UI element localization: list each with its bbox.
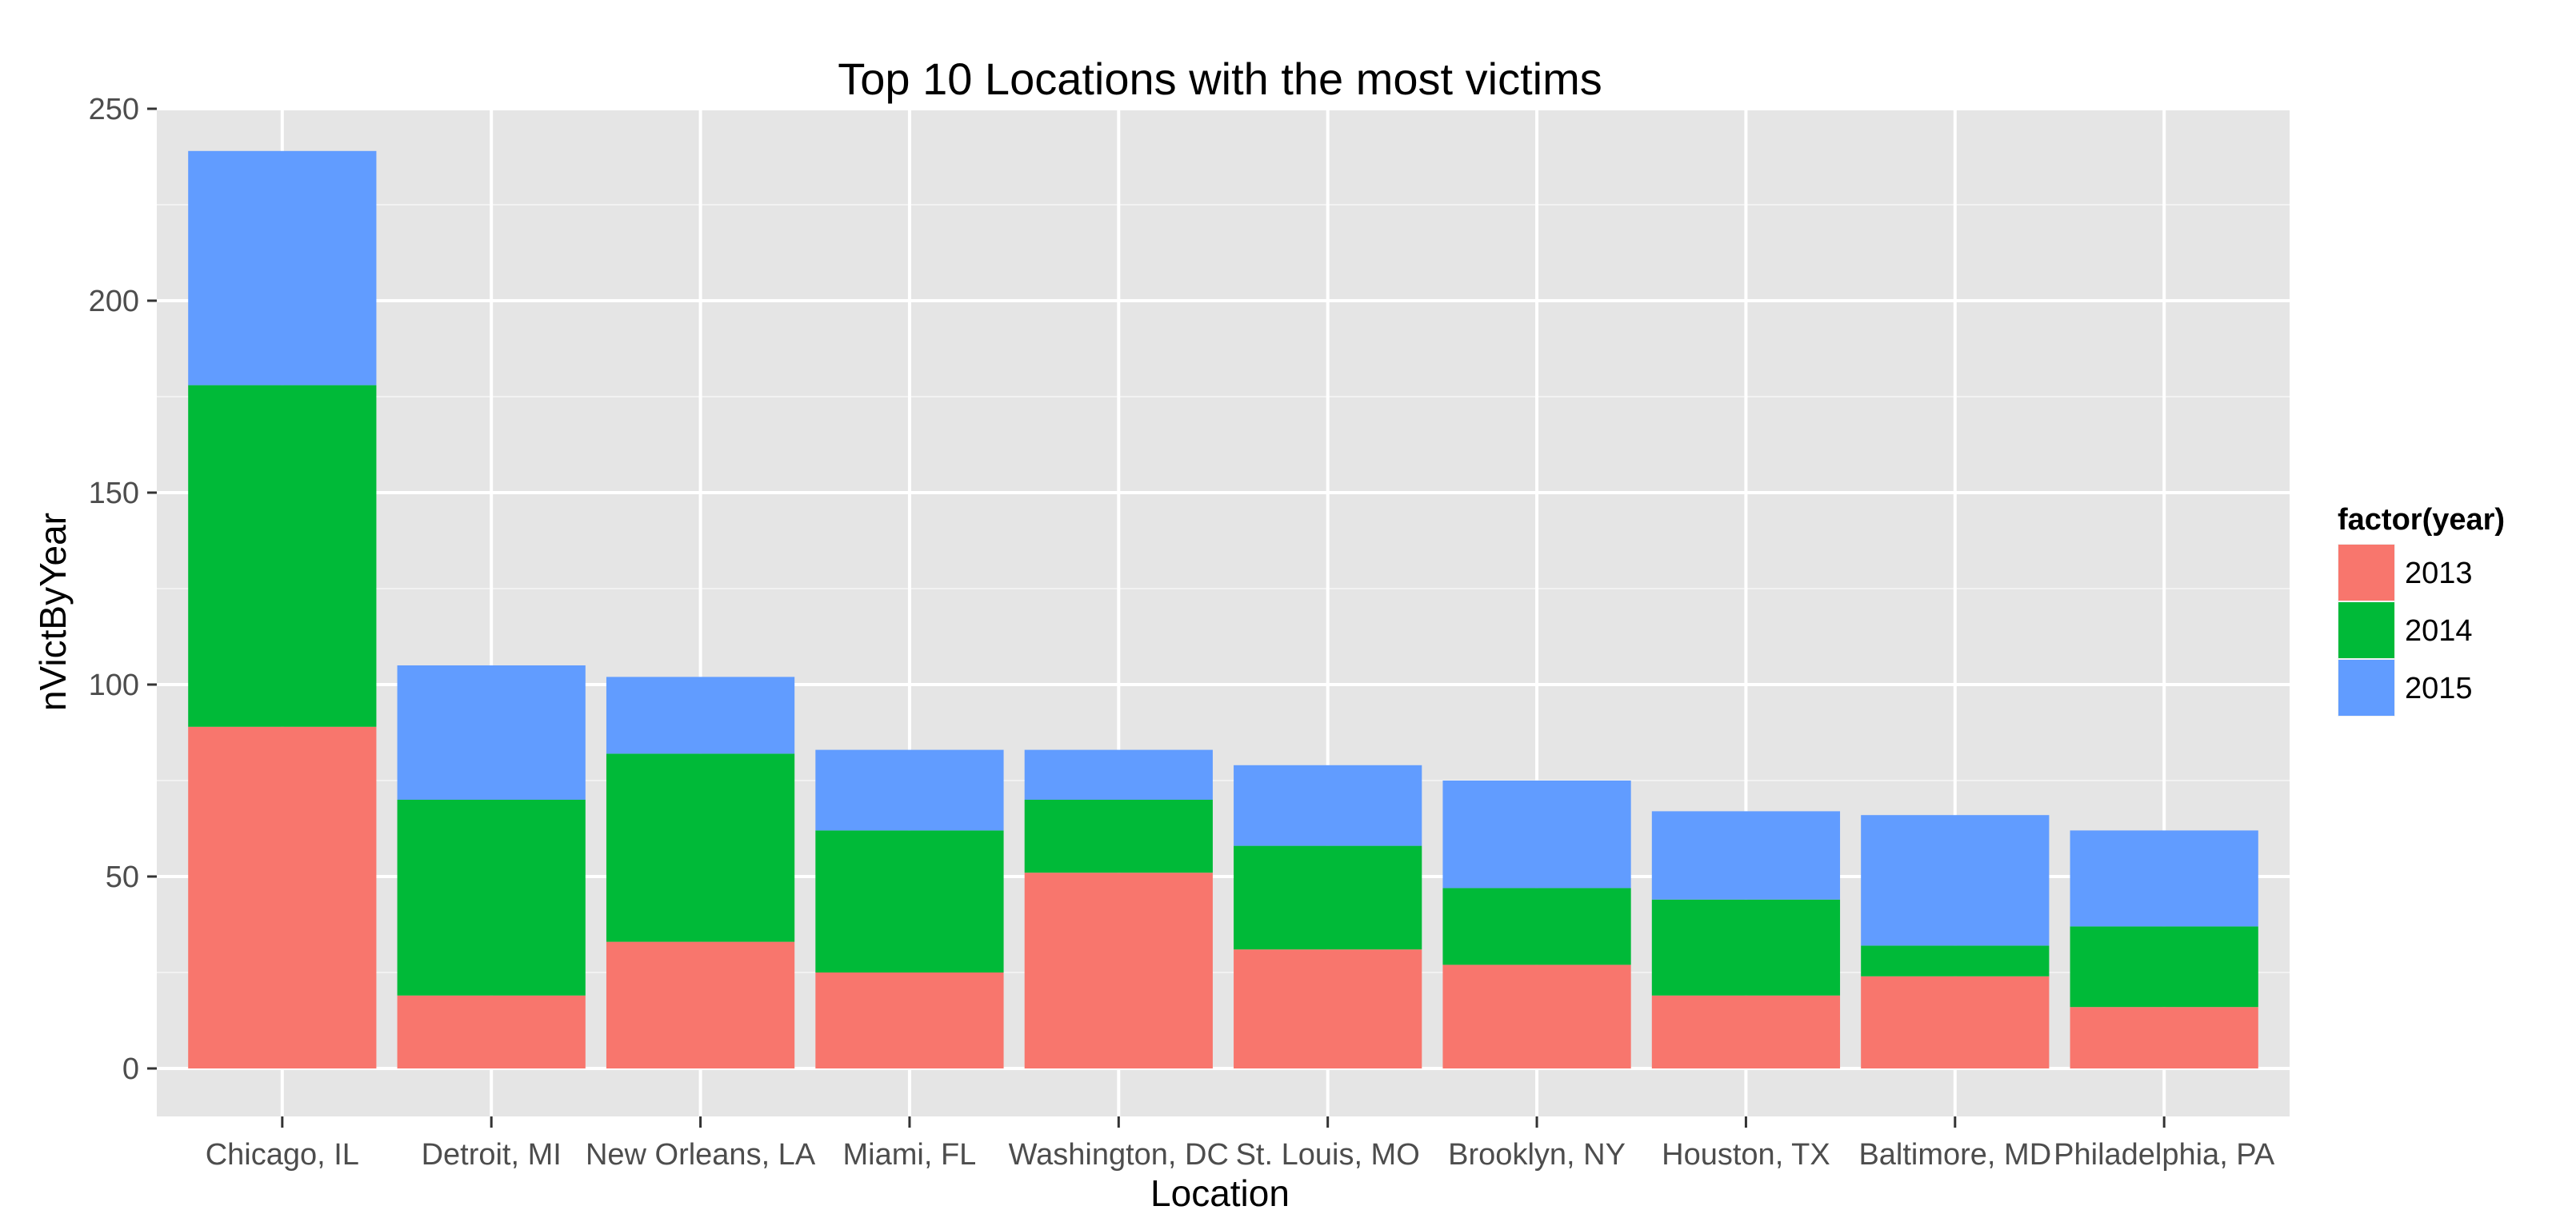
bar-2014-philadelphia-pa xyxy=(2070,926,2258,1008)
bar-2015-baltimore-md xyxy=(1861,815,2050,946)
y-tick-label: 50 xyxy=(106,861,139,894)
bar-2014-houston-tx xyxy=(1651,899,1841,996)
legend-title: factor(year) xyxy=(2338,503,2505,537)
bar-2013-st-louis-mo xyxy=(1234,949,1422,1068)
bar-2013-houston-tx xyxy=(1651,995,1841,1068)
bars xyxy=(188,150,2258,1068)
bar-2014-baltimore-md xyxy=(1861,945,2050,976)
x-tick-label: Chicago, IL xyxy=(206,1138,359,1172)
bar-2014-brooklyn-ny xyxy=(1442,888,1631,965)
bar-2013-brooklyn-ny xyxy=(1442,964,1631,1068)
bar-2015-houston-tx xyxy=(1651,811,1841,900)
legend: factor(year) 2013 2014 2015 xyxy=(2338,503,2505,717)
bar-2013-miami-fl xyxy=(815,972,1004,1068)
bar-2015-detroit-mi xyxy=(397,665,586,800)
bar-2013-new-orleans-la xyxy=(606,941,795,1068)
bar-2015-st-louis-mo xyxy=(1234,765,1422,846)
bar-2015-new-orleans-la xyxy=(606,677,795,754)
bar-2015-washington-dc xyxy=(1024,749,1213,800)
legend-swatch-2015 xyxy=(2338,660,2394,716)
legend-label-2014: 2014 xyxy=(2405,614,2473,648)
chart-title: Top 10 Locations with the most victims xyxy=(838,54,1602,104)
bar-2013-washington-dc xyxy=(1024,873,1213,1068)
bar-2013-chicago-il xyxy=(188,726,377,1068)
legend-label-2013: 2013 xyxy=(2405,557,2473,590)
bar-2013-baltimore-md xyxy=(1861,976,2050,1068)
bar-2015-chicago-il xyxy=(188,150,377,385)
bar-2015-philadelphia-pa xyxy=(2070,830,2258,927)
y-tick-label: 150 xyxy=(89,477,139,510)
y-tick-label: 250 xyxy=(89,93,139,126)
legend-swatch-2013 xyxy=(2338,545,2394,601)
x-tick-label: New Orleans, LA xyxy=(586,1138,816,1172)
y-tick-label: 100 xyxy=(89,669,139,702)
y-tick-label: 0 xyxy=(122,1052,139,1086)
x-tick-label: Philadelphia, PA xyxy=(2054,1138,2275,1172)
legend-label-2015: 2015 xyxy=(2405,672,2473,705)
y-axis-label: nVictByYear xyxy=(32,513,74,711)
y-tick-label: 200 xyxy=(89,285,139,318)
x-tick-label: Detroit, MI xyxy=(422,1138,562,1172)
x-axis-label: Location xyxy=(1150,1172,1290,1214)
bar-2015-brooklyn-ny xyxy=(1442,781,1631,889)
x-tick-label: Washington, DC xyxy=(1009,1138,1229,1172)
x-tick-label: Miami, FL xyxy=(843,1138,977,1172)
x-tick-label: Houston, TX xyxy=(1662,1138,1830,1172)
axes: 0 50 100 150 200 250 Chicago, IL Detroit, MI New… xyxy=(89,93,2275,1172)
bar-2013-detroit-mi xyxy=(397,995,586,1068)
bar-2014-chicago-il xyxy=(188,385,377,727)
bar-2014-miami-fl xyxy=(815,830,1004,972)
x-tick-label: Baltimore, MD xyxy=(1858,1138,2051,1172)
bar-2013-philadelphia-pa xyxy=(2070,1007,2258,1068)
x-tick-label: Brooklyn, NY xyxy=(1448,1138,1626,1172)
bar-2014-washington-dc xyxy=(1024,800,1213,873)
bar-2015-miami-fl xyxy=(815,749,1004,831)
bar-2014-new-orleans-la xyxy=(606,753,795,942)
bar-2014-detroit-mi xyxy=(397,800,586,996)
bar-2014-st-louis-mo xyxy=(1234,845,1422,950)
legend-swatch-2014 xyxy=(2338,602,2394,658)
x-tick-label: St. Louis, MO xyxy=(1236,1138,1420,1172)
